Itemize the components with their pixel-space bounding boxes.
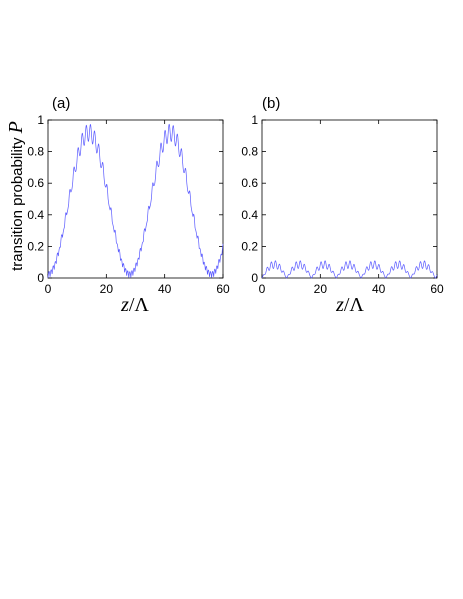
panel-a-x-axis-label: z/Λ (120, 294, 149, 316)
panel-b-y-tick-label: 0.8 (241, 145, 258, 159)
panel-a-label: (a) (52, 95, 70, 112)
panel-a-y-tick-label: 0.8 (27, 145, 44, 159)
panel-a-x-axis-label-var: z (120, 294, 129, 316)
panel-b-y-tick-label: 0.2 (241, 239, 258, 253)
panel-b-x-axis-label-var: z (335, 294, 344, 316)
panel-a-y-axis-label-var: P (5, 121, 27, 134)
panel-b-y-tick-label: 0 (251, 271, 258, 285)
panel-b-x-tick-label: 0 (259, 282, 266, 296)
panel-a-series-line (47, 123, 224, 279)
panel-b-x-axis-label: z/Λ (335, 294, 364, 316)
panel-a-x-tick-label: 60 (216, 282, 230, 296)
panel-b-x-tick-label: 20 (314, 282, 328, 296)
panel-b-tick-labels: 0 20 40 60 0 0.2 0.4 0.6 0.8 1 (241, 113, 444, 296)
panel-a-x-axis-label-rest: /Λ (129, 294, 150, 316)
panel-b-x-tick-label: 40 (372, 282, 386, 296)
panel-b-label: (b) (262, 95, 280, 112)
panel-a-x-tick-label: 20 (100, 282, 114, 296)
panel-a-y-tick-label: 1 (37, 113, 44, 127)
panel-a-y-tick-label: 0.6 (27, 176, 44, 190)
panel-b-x-tick-label: 60 (430, 282, 444, 296)
panel-a-y-axis-label: transition probability P (5, 121, 27, 271)
panel-b-x-axis-label-rest: /Λ (344, 294, 365, 316)
panel-a-x-tick-label: 40 (158, 282, 172, 296)
panel-a-tick-labels: 0 20 40 60 0 0.2 0.4 0.6 0.8 1 (27, 113, 230, 296)
panel-a-plot-frame (47, 119, 224, 279)
panel-a-x-tick-label: 0 (45, 282, 52, 296)
panel-a-y-axis-label-text: transition probability (9, 133, 26, 271)
panel-b-y-tick-label: 0.6 (241, 176, 258, 190)
panel-b-series-line (261, 260, 438, 279)
panel-b-y-tick-label: 0.4 (241, 208, 258, 222)
panel-b: (b) 0 20 40 60 0 0.2 0.4 0.6 0.8 1 z/Λ (241, 95, 444, 316)
panel-a-y-tick-label: 0.4 (27, 208, 44, 222)
panel-b-plot-frame (261, 119, 438, 279)
panel-a: (a) transition probability P 0 20 40 60 0 0.2… (5, 95, 230, 316)
panel-a-y-tick-label: 0.2 (27, 239, 44, 253)
panel-b-ticks (261, 119, 438, 279)
panel-a-y-tick-label: 0 (37, 271, 44, 285)
panel-b-y-tick-label: 1 (251, 113, 258, 127)
